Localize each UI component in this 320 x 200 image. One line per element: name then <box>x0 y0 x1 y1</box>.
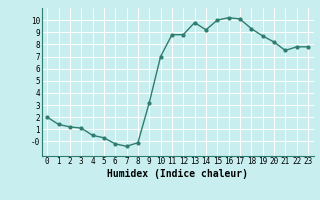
X-axis label: Humidex (Indice chaleur): Humidex (Indice chaleur) <box>107 169 248 179</box>
